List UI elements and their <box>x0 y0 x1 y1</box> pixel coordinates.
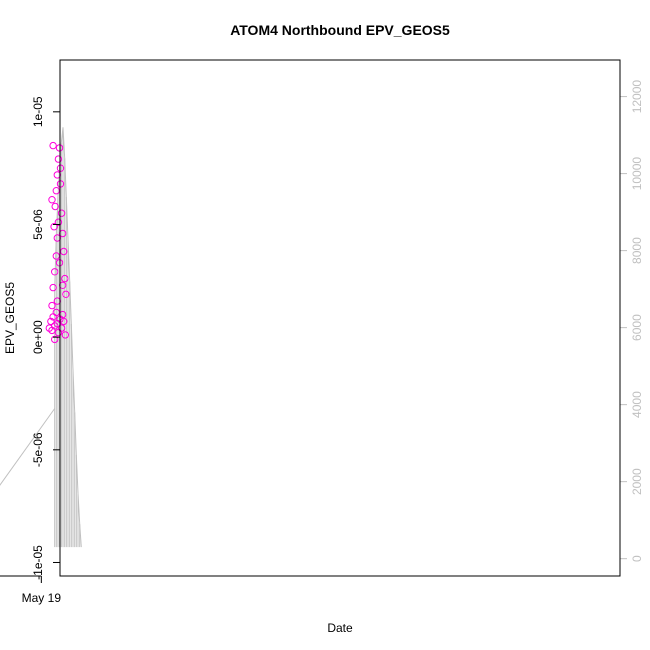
data-point <box>57 209 66 217</box>
y2-tick-label: 8000 <box>630 237 644 264</box>
data-point <box>48 196 56 204</box>
data-point <box>48 301 56 310</box>
altitude-burst-line <box>75 454 79 494</box>
data-point <box>51 202 59 211</box>
y2-tick-label: 6000 <box>630 314 644 341</box>
altitude-burst-line <box>64 158 67 197</box>
altitude-burst-line <box>72 369 76 413</box>
data-point <box>57 324 66 332</box>
y-tick-label: -5e-06 <box>31 432 45 467</box>
y2-tick-label: 0 <box>630 555 644 562</box>
data-point <box>61 274 69 283</box>
y-tick-label: 0e+00 <box>31 320 45 354</box>
data-point <box>51 268 59 276</box>
altitude-burst-line <box>69 281 72 324</box>
y-axis-label: EPV_GEOS5 <box>3 282 17 354</box>
data-point <box>51 322 59 330</box>
x-tick-label: May 19 <box>22 591 62 605</box>
data-point <box>47 317 55 326</box>
y2-tick-label: 4000 <box>630 391 644 418</box>
altitude-burst-line <box>70 323 74 371</box>
altitude-burst-line <box>79 523 82 548</box>
plot-box <box>59 59 621 577</box>
data-point <box>54 218 63 226</box>
altitude-burst-line <box>62 127 66 159</box>
data-point <box>62 290 70 298</box>
altitude-burst-line <box>65 196 69 240</box>
altitude-burst-line <box>67 239 71 282</box>
x-axis-label: Date <box>327 621 353 635</box>
data-point <box>50 223 58 231</box>
altitude-burst-line <box>74 412 77 455</box>
data-points <box>45 141 70 344</box>
y-tick-label: -1e-05 <box>31 545 45 580</box>
altitude-trace <box>0 127 82 548</box>
data-point <box>61 331 70 339</box>
data-point <box>51 335 59 344</box>
y2-tick-label: 12000 <box>630 80 644 114</box>
altitude-burst-line <box>77 493 81 525</box>
chart-title: ATOM4 Northbound EPV_GEOS5 <box>230 22 450 38</box>
data-point <box>49 283 57 292</box>
data-point <box>49 141 57 150</box>
y-tick-label: 1e-05 <box>31 96 45 127</box>
data-point <box>54 155 63 163</box>
y-tick-label: 5e-06 <box>31 209 45 240</box>
altitude-transit-line <box>0 408 56 486</box>
y2-tick-label: 2000 <box>630 468 644 495</box>
y2-tick-label: 10000 <box>630 157 644 191</box>
